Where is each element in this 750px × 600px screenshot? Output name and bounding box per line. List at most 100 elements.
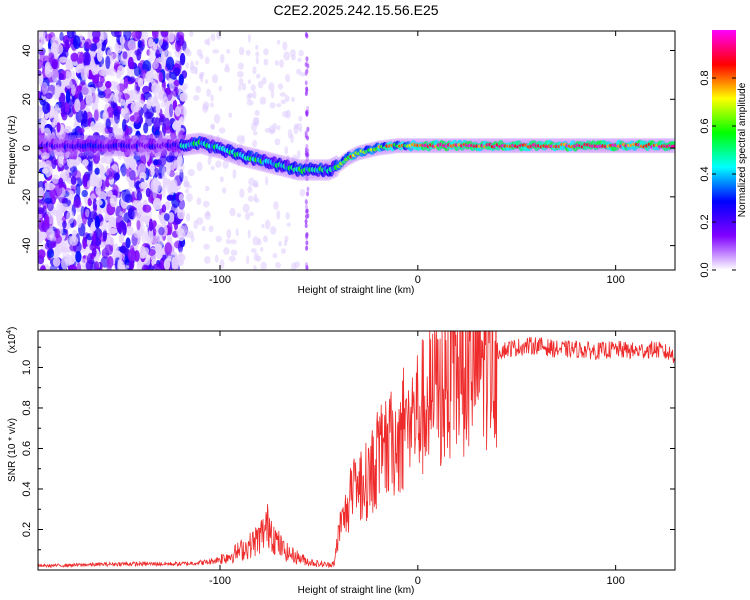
spectrogram-noise-blob (172, 120, 178, 131)
spectrogram-noise-blob (69, 235, 79, 246)
spectrogram-noise-blob (59, 56, 68, 63)
spectrogram-noise-blob (172, 67, 181, 76)
spectrogram-noise-blob (225, 238, 231, 245)
spectrogram-noise-blob (238, 46, 245, 56)
spectrogram-noise-blob (155, 103, 161, 115)
spectrogram-streak-blob (305, 144, 309, 150)
spectrogram-noise-blob (52, 118, 59, 126)
spectrogram-noise-blob (175, 227, 185, 236)
spectrogram-noise-blob (255, 51, 260, 58)
spectrogram-noise-blob (167, 77, 173, 85)
spectrogram-noise-blob (38, 198, 42, 208)
spectrogram-streak-blob (305, 175, 309, 181)
spectrogram-noise-blob (122, 119, 127, 132)
spectrogram-noise-blob (280, 248, 287, 254)
spectrogram-noise-blob (222, 160, 229, 169)
spectrogram-noise-blob (206, 88, 211, 97)
spectrogram-noise-blob (82, 174, 89, 188)
spectrogram-noise-blob (176, 31, 185, 40)
chart-title: C2E2.2025.242.15.56.E25 (273, 2, 438, 18)
spectrogram-noise-blob (130, 31, 140, 38)
spectrogram-noise-blob (270, 226, 277, 235)
spectrogram-noise-blob (214, 254, 219, 263)
spectrogram-noise-blob (259, 96, 267, 105)
spectrogram-noise-blob (153, 159, 159, 166)
spectrogram-streak-blob (305, 69, 309, 75)
spectrogram-noise-blob (51, 69, 60, 84)
spectrogram-noise-blob (208, 225, 214, 233)
spectrogram-noise-blob (52, 257, 61, 268)
spectrogram-noise-blob (255, 56, 260, 65)
spectrogram-noise-blob (82, 51, 90, 66)
spectrogram-noise-blob (263, 58, 269, 66)
spectrogram-noise-blob (232, 169, 237, 179)
spectrogram-noise-blob (281, 110, 289, 118)
spectrogram-noise-blob (54, 84, 62, 99)
spectrogram-noise-blob (122, 223, 127, 236)
spectrogram-noise-blob (40, 151, 50, 160)
spectrogram-noise-blob (127, 39, 137, 51)
spectrogram-noise-blob (68, 70, 76, 81)
spectrogram-noise-blob (38, 105, 44, 119)
spectrogram-noise-blob (168, 180, 177, 193)
spectrogram-noise-blob (43, 197, 53, 205)
spectrogram-noise-blob (148, 228, 154, 242)
spectrogram-noise-blob (121, 189, 131, 203)
spectrogram-noise-blob (276, 39, 281, 45)
spectrogram-noise-blob (264, 219, 271, 230)
spectrogram-noise-blob (145, 187, 151, 198)
spectrogram-noise-blob (56, 122, 61, 133)
colorbar-tick-label: 0.6 (699, 118, 711, 133)
spectrogram-noise-blob (153, 167, 159, 178)
spectrogram-y-tick-label: -20 (21, 189, 33, 205)
spectrogram-noise-blob (105, 55, 111, 70)
spectrogram-noise-blob (245, 49, 251, 56)
spectrogram-noise-blob (85, 260, 94, 270)
spectrogram-blobs (38, 31, 675, 270)
spectrogram-noise-blob (121, 163, 127, 177)
spectrogram-noise-blob (195, 60, 199, 66)
spectrogram-noise-blob (210, 165, 215, 171)
spectrogram-noise-blob (95, 199, 103, 206)
spectrogram-noise-blob (293, 125, 299, 135)
spectrogram-noise-blob (257, 80, 264, 89)
spectrogram-noise-blob (119, 35, 125, 45)
spectrogram-noise-blob (163, 111, 170, 119)
spectrogram-noise-blob (210, 102, 214, 108)
spectrogram-noise-blob (47, 249, 54, 259)
spectrogram-noise-blob (248, 177, 255, 186)
spectrogram-noise-blob (65, 60, 74, 70)
spectrogram-noise-blob (154, 129, 160, 139)
spectrogram-noise-blob (75, 250, 82, 263)
spectrogram-noise-blob (165, 162, 171, 176)
spectrogram-noise-blob (263, 48, 269, 56)
spectrogram-noise-blob (65, 78, 73, 89)
spectrogram-streak-blob (304, 204, 308, 210)
spectrogram-noise-blob (148, 47, 156, 62)
spectrogram-noise-blob (87, 180, 92, 189)
spectrogram-noise-blob (274, 60, 280, 66)
spectrogram-noise-blob (185, 49, 192, 57)
spectrogram-noise-blob (78, 52, 84, 64)
spectrogram-y-ticks: -40 -20 0 20 40 (21, 44, 675, 271)
spectrogram-noise-blob (88, 211, 98, 220)
spectrogram-noise-blob (95, 124, 103, 135)
spectrogram-noise-blob (184, 188, 190, 194)
snr-panel: -100 0 100 0.2 0.4 0.6 0.8 1.0 Height of strai… (6, 327, 676, 596)
spectrogram-noise-blob (57, 72, 65, 80)
spectrogram-noise-blob (147, 37, 154, 48)
spectrogram-streak-blob (304, 223, 308, 229)
spectrogram-noise-blob (100, 256, 110, 268)
spectrogram-noise-blob (70, 175, 77, 185)
spectrogram-noise-blob (130, 101, 140, 113)
spectrogram-noise-blob (255, 73, 261, 79)
spectrogram-noise-blob (65, 89, 71, 104)
spectrogram-noise-blob (151, 31, 159, 40)
spectrogram-noise-blob (268, 82, 275, 92)
spectrogram-noise-blob (228, 255, 236, 262)
spectrogram-noise-blob (228, 112, 233, 118)
spectrogram-noise-blob (38, 90, 41, 100)
snr-scale-label: (x104) (6, 327, 18, 354)
spectrogram-noise-blob (255, 44, 259, 51)
